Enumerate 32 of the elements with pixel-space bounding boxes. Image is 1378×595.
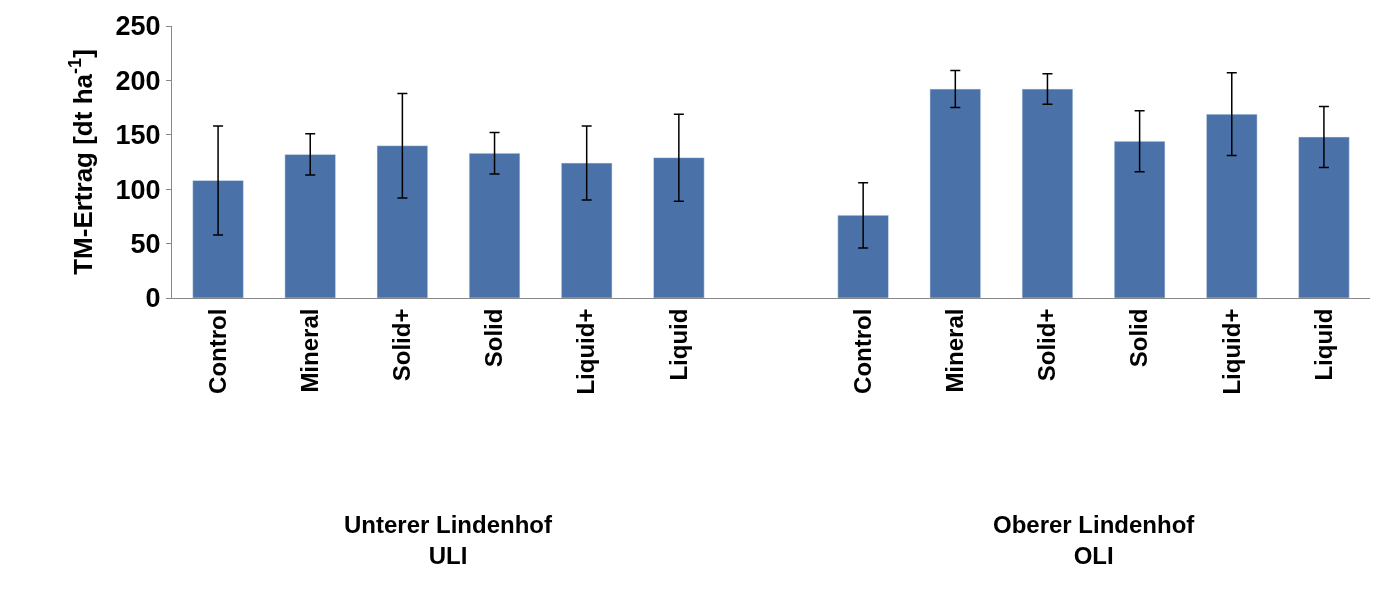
y-tick-label: 200: [115, 65, 161, 96]
bar: [1021, 88, 1074, 298]
bar: [468, 153, 521, 298]
y-tick-label: 0: [145, 283, 161, 314]
bar: [837, 215, 889, 298]
x-tick-label: Solid+: [1033, 308, 1061, 382]
x-tick-label: Liquid: [1309, 308, 1337, 381]
text: Unterer Lindenhof ULI: [344, 511, 553, 570]
y-tick-label: 250: [115, 11, 161, 42]
bar: [929, 88, 981, 298]
bar: [653, 157, 705, 298]
x-tick-label: Liquid+: [572, 308, 600, 395]
y-tick-label: 100: [115, 174, 161, 205]
bar: [284, 154, 336, 298]
x-tick-label: Liquid: [664, 308, 692, 381]
x-tick-label: Mineral: [941, 308, 969, 393]
bar: [561, 162, 613, 298]
bar: [192, 180, 244, 298]
x-tick-label: Solid+: [388, 308, 416, 382]
bar: [376, 145, 428, 298]
bar: [1298, 136, 1350, 298]
x-tick-label: Solid: [1125, 308, 1153, 368]
x-tick-label: Liquid+: [1217, 308, 1245, 395]
x-tick-label: Control: [848, 308, 876, 394]
bar: [1206, 113, 1258, 298]
x-tick-label: Mineral: [296, 308, 324, 393]
x-tick-label: Control: [203, 308, 231, 394]
x-tick-label: Solid: [480, 308, 508, 368]
y-tick-label: 150: [115, 120, 161, 151]
bar: [1114, 141, 1166, 298]
text: Oberer Lindenhof OLI: [993, 511, 1196, 570]
y-tick-label: 50: [130, 229, 161, 260]
